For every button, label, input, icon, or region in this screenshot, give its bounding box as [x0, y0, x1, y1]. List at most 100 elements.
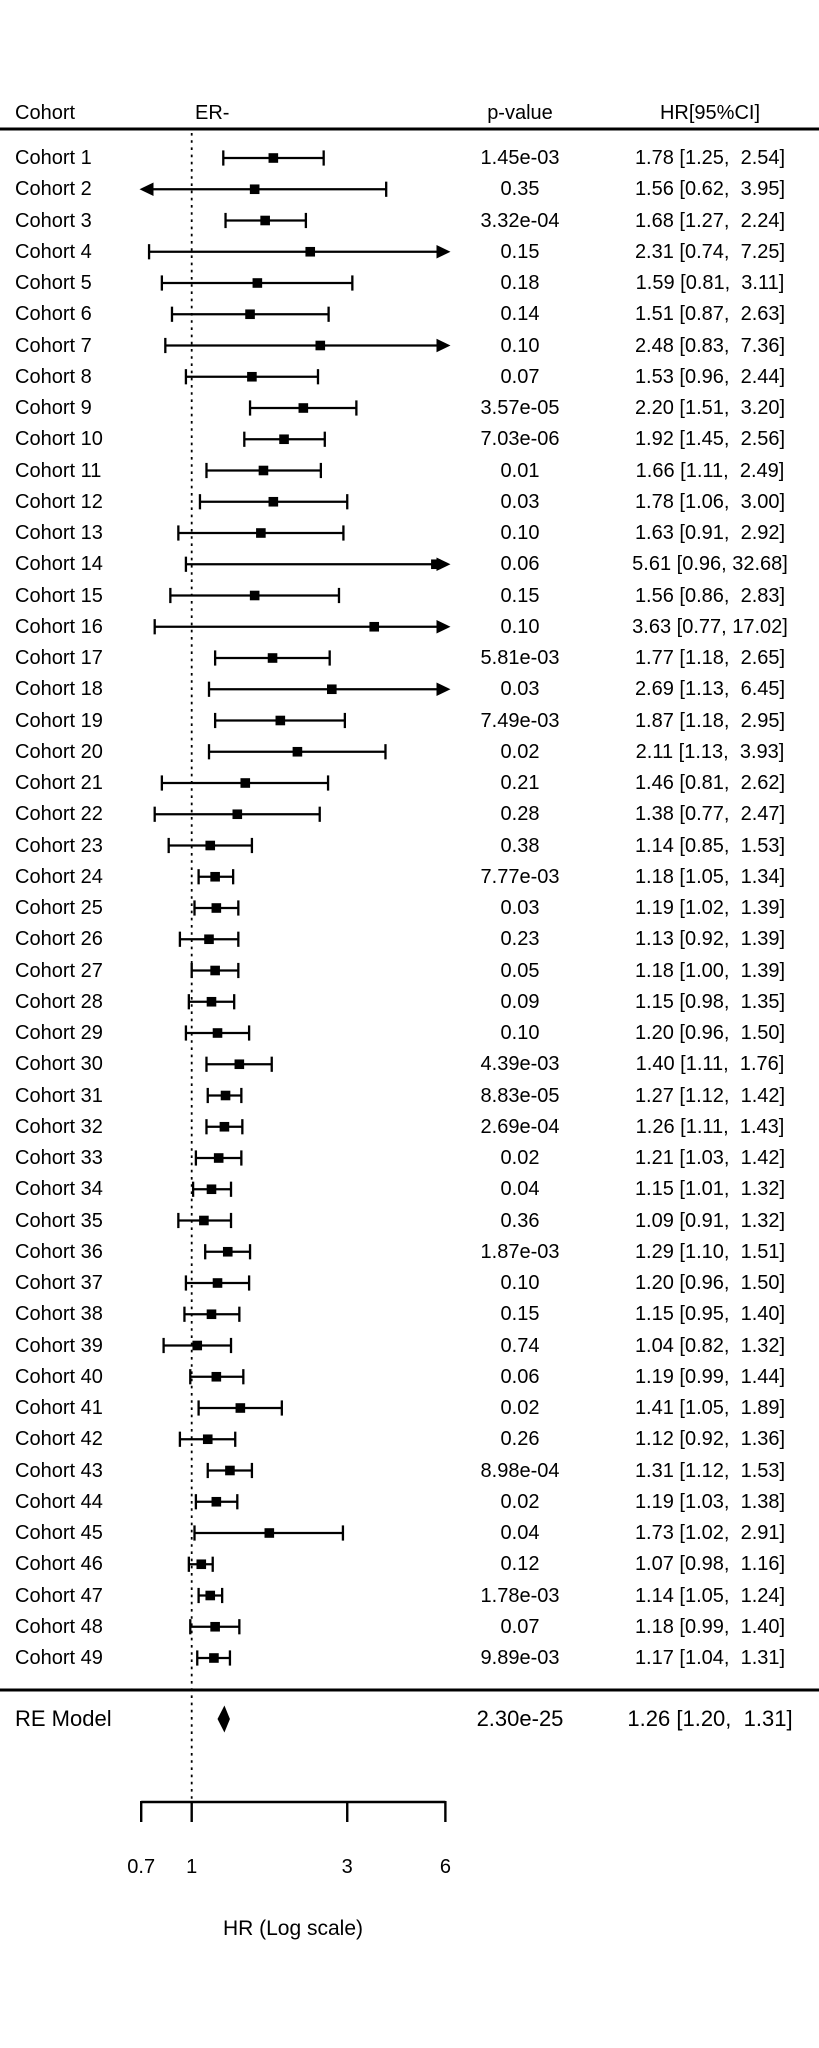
row-label: Cohort 17 [15, 647, 103, 669]
effect-marker [258, 465, 269, 476]
row-pvalue: 0.10 [500, 1022, 540, 1044]
row-pvalue: 0.04 [500, 1178, 540, 1201]
row-hrci: 1.15 [0.98, 1.35] [634, 990, 786, 1013]
row-pvalue: 9.89e-03 [480, 1647, 560, 1669]
row-label: Cohort 47 [15, 1584, 103, 1607]
row-pvalue: 0.03 [500, 897, 540, 919]
right-arrow-icon [436, 682, 451, 697]
row-pvalue: 0.03 [500, 490, 540, 513]
row-label: Cohort 33 [15, 1147, 103, 1169]
row-label: Cohort 3 [15, 209, 92, 232]
row-hrci: 1.87 [1.18, 2.95] [634, 709, 786, 732]
effect-marker [326, 684, 337, 695]
summary-rule [0, 1688, 819, 1692]
row-hrci: 1.14 [1.05, 1.24] [634, 1584, 786, 1607]
row-hrci: 1.29 [1.10, 1.51] [634, 1240, 786, 1263]
row-hrci: 1.56 [0.62, 3.95] [634, 178, 786, 201]
effect-marker [212, 1278, 223, 1288]
row-label: Cohort 48 [15, 1615, 103, 1638]
row-pvalue: 0.02 [500, 1397, 540, 1419]
summary-row-hrci: 1.26 [1.20, 1.31] [627, 1706, 793, 1731]
row-hrci: 1.31 [1.12, 1.53] [634, 1459, 786, 1482]
row-hrci: 2.31 [0.74, 7.25] [634, 240, 786, 263]
row-pvalue: 7.77e-03 [480, 865, 560, 888]
row-label: Cohort 43 [15, 1459, 103, 1482]
effect-marker [268, 496, 279, 507]
effect-marker [249, 184, 260, 195]
row-hrci: 1.14 [0.85, 1.53] [634, 834, 786, 857]
row-hrci: 1.63 [0.91, 2.92] [634, 522, 786, 544]
row-pvalue: 0.26 [500, 1428, 540, 1451]
row-hrci: 1.27 [1.12, 1.42] [634, 1084, 786, 1107]
column-header-cohort: Cohort [15, 102, 76, 124]
row-pvalue: 0.02 [500, 1490, 540, 1513]
effect-marker [206, 1184, 217, 1195]
effect-marker [205, 1590, 216, 1601]
effect-marker [267, 653, 278, 663]
row-label: Cohort 30 [15, 1053, 103, 1076]
effect-marker [210, 1621, 220, 1632]
row-label: Cohort 24 [15, 865, 103, 888]
row-pvalue: 0.14 [500, 303, 540, 326]
row-label: Cohort 40 [15, 1365, 103, 1388]
row-hrci: 1.12 [0.92, 1.36] [634, 1428, 786, 1451]
row-label: Cohort 19 [15, 709, 103, 732]
row-label: Cohort 44 [15, 1490, 103, 1513]
row-label: Cohort 32 [15, 1115, 103, 1138]
row-pvalue: 0.35 [500, 178, 540, 201]
row-label: Cohort 2 [15, 178, 92, 201]
row-pvalue: 0.05 [500, 959, 540, 982]
row-label: Cohort 15 [15, 584, 103, 607]
row-hrci: 1.73 [1.02, 2.91] [634, 1522, 786, 1544]
row-pvalue: 0.07 [500, 1615, 540, 1638]
x-axis-tick-label: 0.7 [127, 1856, 156, 1878]
row-label: Cohort 49 [15, 1647, 103, 1669]
row-pvalue: 0.04 [500, 1522, 540, 1544]
effect-marker [205, 840, 216, 851]
row-pvalue: 1.78e-03 [480, 1584, 560, 1607]
row-hrci: 1.13 [0.92, 1.39] [634, 928, 786, 951]
row-hrci: 1.68 [1.27, 2.24] [634, 209, 786, 232]
row-label: Cohort 21 [15, 772, 103, 794]
effect-marker [232, 809, 243, 820]
row-pvalue: 8.98e-04 [480, 1459, 560, 1482]
effect-marker [252, 278, 263, 288]
effect-marker [209, 1653, 219, 1663]
effect-marker [275, 715, 286, 726]
row-label: Cohort 20 [15, 740, 103, 763]
row-pvalue: 0.03 [500, 678, 540, 701]
row-pvalue: 0.36 [500, 1209, 540, 1232]
effect-marker [206, 996, 217, 1007]
row-hrci: 1.38 [0.77, 2.47] [634, 803, 786, 826]
effect-marker [247, 371, 257, 382]
effect-marker [196, 1559, 207, 1570]
row-hrci: 1.78 [1.25, 2.54] [634, 147, 786, 169]
row-hrci: 1.53 [0.96, 2.44] [634, 365, 786, 388]
x-axis-title: HR (Log scale) [222, 1917, 364, 1940]
effect-marker [298, 403, 309, 413]
effect-marker [249, 590, 260, 601]
column-header-pvalue: p-value [487, 102, 553, 124]
row-label: Cohort 26 [15, 928, 103, 951]
column-header-hrci: HR[95%CI] [659, 102, 761, 124]
effect-marker [305, 246, 316, 257]
row-hrci: 1.15 [0.95, 1.40] [634, 1303, 786, 1326]
row-hrci: 1.18 [1.05, 1.34] [634, 865, 786, 888]
effect-marker [369, 621, 380, 632]
row-pvalue: 0.12 [500, 1553, 540, 1576]
effect-marker [260, 215, 270, 226]
effect-marker [211, 1496, 222, 1507]
effect-marker [212, 1028, 223, 1038]
row-pvalue: 0.02 [500, 1147, 540, 1169]
row-pvalue: 0.02 [500, 740, 540, 763]
row-hrci: 1.66 [1.11, 2.49] [635, 459, 785, 482]
effect-marker [210, 871, 220, 882]
effect-marker [211, 1371, 222, 1382]
summary-row-pvalue: 2.30e-25 [476, 1706, 564, 1731]
row-hrci: 1.41 [1.05, 1.89] [634, 1397, 786, 1419]
row-pvalue: 0.18 [500, 272, 540, 294]
row-hrci: 1.26 [1.11, 1.43] [635, 1115, 785, 1138]
row-label: Cohort 28 [15, 990, 103, 1013]
effect-marker [245, 309, 255, 320]
